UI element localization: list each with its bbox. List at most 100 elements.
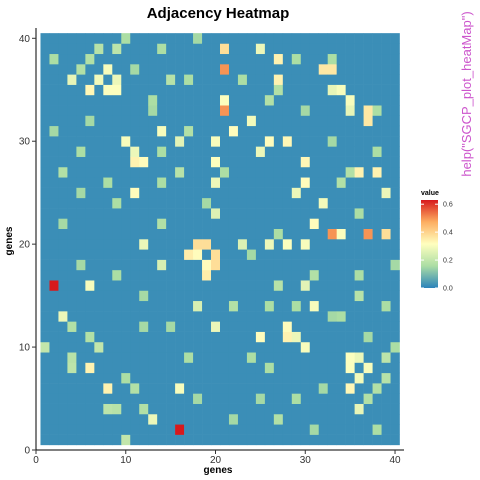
heatmap-cell [309,300,320,312]
heatmap-cell [354,43,364,55]
heatmap-cell [228,403,239,415]
heatmap-cell [76,136,86,147]
heatmap-cell [184,156,194,168]
heatmap-cell [228,115,239,127]
heatmap-cell [264,187,275,199]
heatmap-cell [345,362,355,374]
heatmap-cell [58,300,68,312]
heatmap-cell [139,331,149,343]
heatmap-cell [130,228,140,240]
heatmap-cell [246,362,257,374]
heatmap-cell [184,300,194,312]
heatmap-cell [157,269,167,281]
heatmap-cell [130,393,140,404]
heatmap-cell [220,177,230,188]
heatmap-cell [220,115,230,127]
heatmap-cell [58,115,68,127]
heatmap-cell [345,208,355,219]
heatmap-cell [318,269,329,281]
heatmap-cell [264,105,275,116]
heatmap-cell [336,383,346,394]
heatmap-cell [273,434,284,446]
heatmap-cell [246,403,257,415]
heatmap-cell [85,33,95,44]
heatmap-cell [220,187,230,199]
heatmap-cell [372,352,382,363]
heatmap-cell [202,341,212,353]
heatmap-cell [220,269,230,281]
heatmap-cell [318,218,329,229]
heatmap-cell [363,434,373,446]
heatmap-cell [148,331,158,343]
heatmap-cell [202,362,212,374]
heatmap-cell [381,177,391,188]
heatmap-cell [103,218,113,229]
heatmap-cell [193,228,203,240]
heatmap-cell [121,300,131,312]
heatmap-cell [291,94,302,106]
heatmap-cell [300,166,311,178]
heatmap-cell [139,228,149,240]
heatmap-cell [336,434,346,446]
heatmap-cell [264,208,275,219]
heatmap-cell [228,311,239,322]
heatmap-cell [246,239,257,250]
heatmap-cell [246,43,257,55]
heatmap-cell [211,300,221,312]
heatmap-cell [363,424,373,435]
heatmap-cell [211,228,221,240]
heatmap-cell [121,115,131,127]
heatmap-cell [345,136,355,147]
heatmap-cell [193,311,203,322]
heatmap-cell [309,362,320,374]
heatmap-cell [202,424,212,435]
heatmap-cell [193,290,203,302]
heatmap-cell [363,74,373,85]
heatmap-cell [237,84,248,96]
heatmap-cell [157,166,167,178]
heatmap-cell [372,403,382,415]
heatmap-cell [130,84,140,96]
heatmap-cell [336,259,346,271]
heatmap-cell [85,146,95,157]
heatmap-cell [94,249,104,260]
heatmap-cell [157,372,167,384]
heatmap-cell [49,434,59,446]
heatmap-cell [246,218,257,229]
heatmap-cell [327,105,337,116]
heatmap-cell [67,290,77,302]
heatmap-cell [327,331,337,343]
heatmap-cell [202,43,212,55]
heatmap-cell [327,311,337,322]
heatmap-cell [103,33,113,44]
heatmap-cell [264,352,275,363]
heatmap-cell [67,383,77,394]
heatmap-cell [130,424,140,435]
heatmap-cell [336,424,346,435]
heatmap-cell [336,290,346,302]
heatmap-cell [300,156,311,168]
heatmap-cell [193,187,203,199]
heatmap-cell [282,33,293,44]
heatmap-cell [166,383,176,394]
heatmap-cell [184,362,194,374]
heatmap-cell [381,218,391,229]
heatmap-cell [300,84,311,96]
heatmap-cell [228,331,239,343]
heatmap-cell [94,321,104,332]
heatmap-cell [246,94,257,106]
heatmap-cell [246,156,257,168]
heatmap-cell [121,383,131,394]
heatmap-cell [381,115,391,127]
heatmap-cell [40,383,50,394]
heatmap-cell [175,115,185,127]
heatmap-cell [264,424,275,435]
heatmap-cell [309,239,320,250]
heatmap-cell [255,64,266,75]
heatmap-cell [327,125,337,137]
heatmap-cell [211,290,221,302]
heatmap-cell [58,187,68,199]
heatmap-cell [193,393,203,404]
heatmap-cell [336,208,346,219]
heatmap-cell [354,208,364,219]
